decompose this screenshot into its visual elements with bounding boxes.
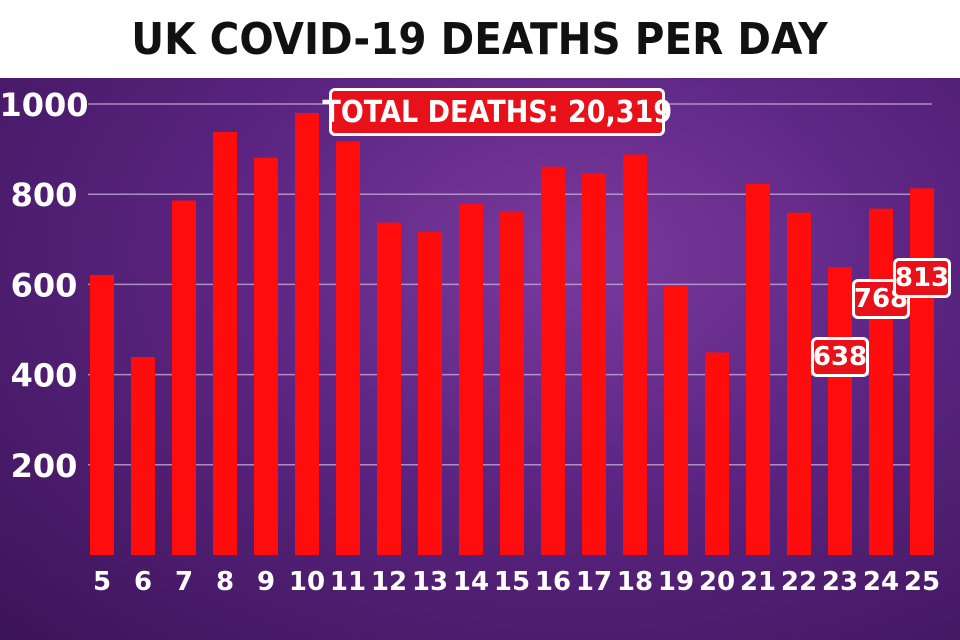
bar-day-9	[254, 157, 278, 555]
bar-day-25	[910, 188, 934, 555]
bar-day-18	[623, 154, 647, 555]
x-tick-label: 22	[781, 567, 817, 597]
total-deaths-badge: TOTAL DEATHS: 20,319	[322, 88, 672, 136]
x-tick-label: 16	[535, 567, 571, 597]
y-tick-label: 1000	[0, 86, 89, 124]
y-tick-label: 600	[11, 266, 78, 304]
bar-day-14	[459, 204, 483, 555]
x-tick-label: 14	[453, 567, 489, 597]
x-tick-label: 20	[699, 567, 735, 597]
bar-day-20	[705, 352, 729, 555]
data-label-day-25: 813	[893, 258, 951, 299]
chart-title: UK COVID-19 DEATHS PER DAY	[131, 13, 829, 65]
x-tick-label: 10	[289, 567, 325, 597]
bar-day-22	[787, 212, 811, 556]
data-label-day-23: 638	[811, 337, 869, 378]
bar-day-13	[418, 231, 442, 555]
x-tick-label: 8	[216, 567, 234, 597]
bar-day-8	[213, 131, 237, 555]
x-tick-label: 18	[617, 567, 653, 597]
title-bar: UK COVID-19 DEATHS PER DAY	[0, 0, 960, 78]
bar-day-17	[582, 173, 606, 556]
bar-day-15	[500, 211, 524, 555]
x-tick-labels: 5 6 7 8 9 10 11 12 13 14 15 16 17 18 19 20 21 22 23 24 25	[93, 567, 940, 597]
y-tick-label: 800	[11, 176, 78, 214]
x-tick-label: 15	[494, 567, 530, 597]
bar-day-12	[377, 222, 401, 555]
x-tick-label: 9	[257, 567, 275, 597]
x-tick-label: 19	[658, 567, 694, 597]
bar-day-11	[336, 141, 360, 556]
bar-day-19	[664, 286, 688, 555]
bar-day-16	[541, 166, 565, 555]
x-tick-label: 7	[175, 567, 193, 597]
x-tick-label: 5	[93, 567, 111, 597]
y-tick-labels: 200 400 600 800 1000	[0, 86, 89, 485]
x-tick-label: 13	[412, 567, 448, 597]
y-tick-label: 400	[11, 357, 78, 395]
bar-day-7	[172, 200, 196, 555]
bar-day-10	[295, 113, 319, 556]
x-tick-label: 12	[371, 567, 407, 597]
total-deaths-label: TOTAL DEATHS: 20,319	[322, 94, 672, 130]
bar-day-5	[90, 274, 114, 555]
bar-day-24	[869, 208, 893, 555]
x-tick-label: 24	[863, 567, 899, 597]
bar-day-21	[746, 183, 770, 555]
bar-day-23	[828, 267, 852, 555]
x-tick-label: 6	[134, 567, 152, 597]
x-tick-label: 11	[330, 567, 366, 597]
x-tick-label: 21	[740, 567, 776, 597]
bar-day-6	[131, 357, 155, 555]
bars	[90, 113, 934, 556]
x-tick-label: 25	[904, 567, 940, 597]
x-tick-label: 23	[822, 567, 858, 597]
y-tick-label: 200	[11, 447, 78, 485]
x-tick-label: 17	[576, 567, 612, 597]
